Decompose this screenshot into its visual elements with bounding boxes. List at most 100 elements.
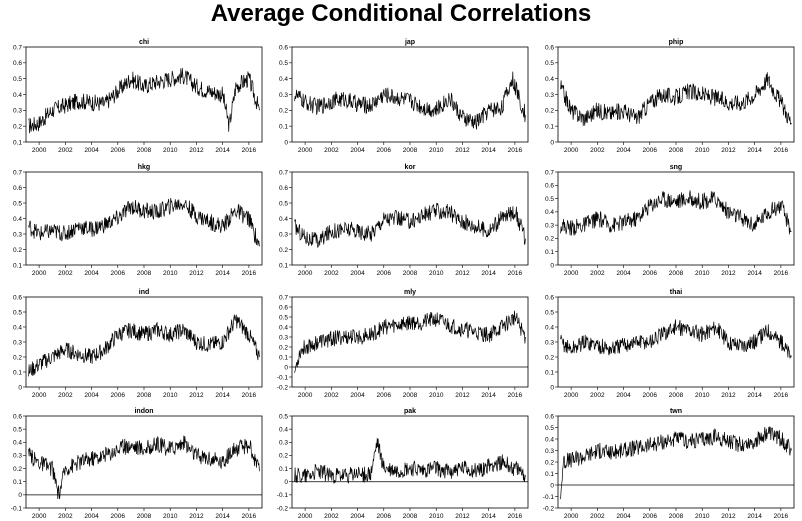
y-tick-label: -0.1 [277,374,289,381]
x-tick-label: 2012 [189,392,204,399]
y-tick-label: 0.5 [13,76,22,83]
x-tick-label: 2016 [508,392,523,399]
x-tick-label: 2008 [669,513,684,520]
y-tick-label: 0.6 [545,413,554,420]
y-tick-label: 0.4 [545,324,554,331]
x-tick-label: 2014 [747,513,762,520]
y-tick-label: 0.3 [545,92,554,99]
y-tick-label: 0 [550,384,554,391]
series-line [560,319,792,359]
y-tick-label: 0 [284,364,288,371]
x-tick-label: 2008 [137,270,152,277]
y-tick-label: 0.3 [13,339,22,346]
panel-title: ind [139,289,150,296]
figure-title: Average Conditional Correlations [210,0,592,27]
y-tick-label: 0.1 [13,262,22,269]
y-tick-label: 0.5 [545,309,554,316]
y-tick-label: 0.6 [13,413,22,420]
y-tick-label: -0.2 [277,505,289,512]
y-tick-label: 0.2 [13,247,22,254]
series-line [28,314,260,377]
y-tick-label: 0.5 [279,314,288,321]
y-tick-label: 0.4 [545,76,554,83]
y-tick-label: 0.3 [279,92,288,99]
y-tick-label: 0 [550,482,554,489]
y-tick-label: 0.6 [13,185,22,192]
x-tick-label: 2006 [111,270,126,277]
plot-frame [25,46,263,143]
chart-panel-sng: sng 0 0.1 0.2 0.3 0.4 0.5 0.6 0.7 2000 2002 2004 200… [545,164,795,277]
x-tick-label: 2006 [111,392,126,399]
series-line [560,426,792,500]
x-tick-label: 2014 [747,147,762,154]
x-tick-label: 2002 [590,513,605,520]
y-tick-label: 0.3 [13,453,22,460]
x-tick-label: 2002 [324,147,339,154]
x-tick-label: 2010 [163,270,178,277]
x-tick-label: 2010 [695,513,710,520]
y-tick-label: 0 [18,492,22,499]
y-tick-label: 0.2 [545,236,554,243]
x-tick-label: 2004 [84,513,99,520]
x-tick-label: 2004 [616,513,631,520]
y-tick-label: 0.4 [545,209,554,216]
y-tick-label: 0.3 [279,334,288,341]
x-tick-label: 2008 [669,147,684,154]
x-tick-label: 2010 [163,392,178,399]
y-tick-label: 0.4 [279,216,288,223]
x-tick-label: 2000 [564,270,579,277]
panel-title: kor [405,164,416,171]
y-tick-label: 0.1 [545,471,554,478]
y-tick-label: 0.5 [279,60,288,67]
x-tick-label: 2002 [590,270,605,277]
x-tick-label: 2010 [695,270,710,277]
y-tick-label: 0.3 [279,440,288,447]
panel-title: pak [404,408,416,415]
x-tick-label: 2008 [137,392,152,399]
x-tick-label: 2006 [643,513,658,520]
x-tick-label: 2000 [32,513,47,520]
x-tick-label: 2016 [242,147,257,154]
chart-panel-phip: phip 0 0.1 0.2 0.3 0.4 0.5 0.6 2000 2002 2004 2006 2… [545,39,795,154]
y-tick-label: 0.3 [13,108,22,115]
x-tick-label: 2014 [215,270,230,277]
x-tick-label: 2014 [215,513,230,520]
panel-title: mly [404,289,416,296]
x-tick-label: 2002 [58,270,73,277]
x-tick-label: 2006 [643,270,658,277]
y-tick-label: 0.7 [279,169,288,176]
plot-frame [291,46,529,143]
y-tick-label: 0.2 [13,466,22,473]
x-tick-label: 2002 [58,147,73,154]
y-tick-label: 0.2 [279,344,288,351]
y-tick-label: -0.2 [543,505,555,512]
y-tick-label: 0.1 [279,354,288,361]
panel-title: hkg [138,164,150,171]
x-tick-label: 2014 [481,513,496,520]
y-tick-label: -0.1 [277,492,289,499]
y-tick-label: 0.1 [545,249,554,256]
plot-frame [557,415,795,509]
x-tick-label: 2008 [403,147,418,154]
series-line [560,190,792,236]
x-tick-label: 2008 [403,392,418,399]
y-tick-label: 0.5 [13,426,22,433]
y-tick-label: 0.5 [13,200,22,207]
y-tick-label: 0.1 [545,123,554,130]
x-tick-label: 2012 [189,270,204,277]
y-tick-label: 0.4 [13,92,22,99]
x-tick-label: 2016 [774,513,789,520]
x-tick-label: 2000 [32,270,47,277]
x-tick-label: 2004 [84,270,99,277]
x-tick-label: 2012 [189,147,204,154]
chart-panel-pak: pak -0.2 -0.1 0 0.1 0.2 0.3 0.4 0.5 2000 2002 2004 2… [277,408,529,520]
panel-title: thai [670,289,683,296]
y-tick-label: 0.1 [13,369,22,376]
x-tick-label: 2000 [564,147,579,154]
y-tick-label: 0.3 [545,339,554,346]
y-tick-label: 0 [550,262,554,269]
y-tick-label: 0.2 [279,247,288,254]
x-tick-label: 2006 [643,392,658,399]
x-tick-label: 2008 [403,513,418,520]
x-tick-label: 2004 [350,513,365,520]
